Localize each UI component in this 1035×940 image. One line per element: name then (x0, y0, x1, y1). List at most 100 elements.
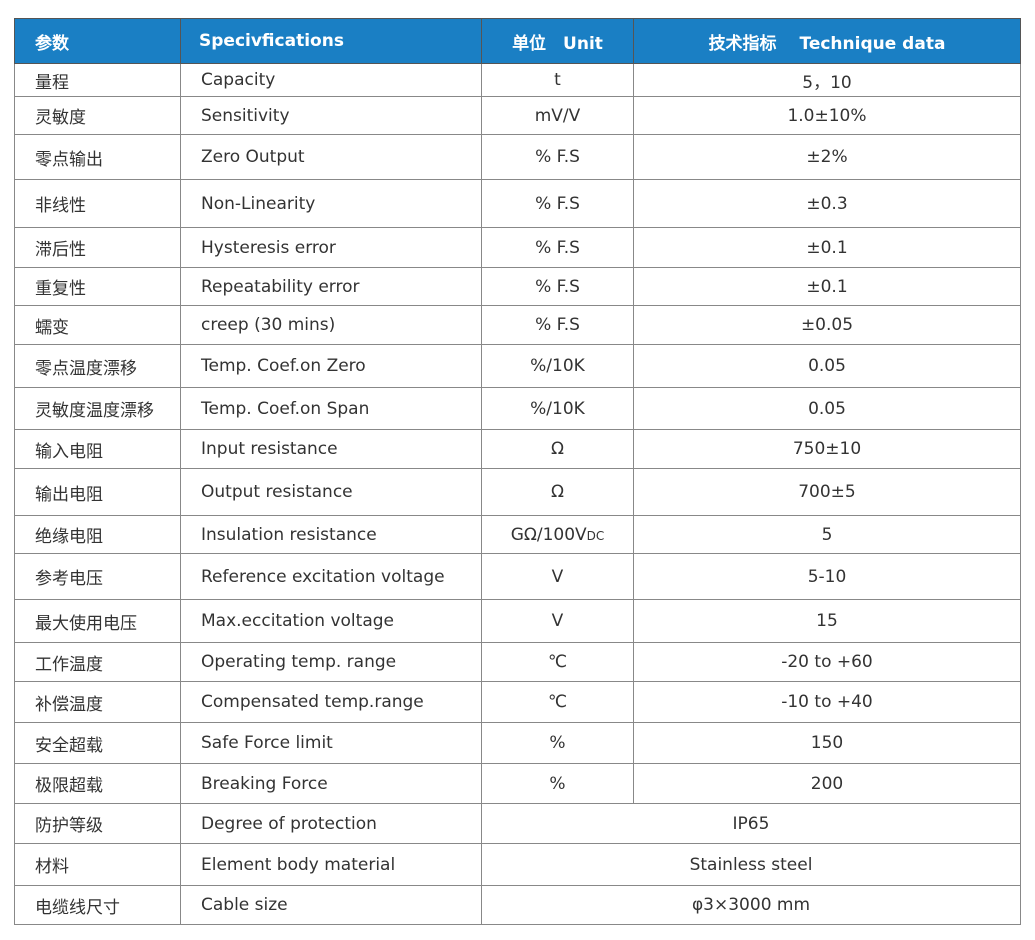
spec-en: Repeatability error (180, 267, 482, 306)
table-row: 材料 Element body material Stainless steel (14, 843, 1021, 886)
table-row: 非线性 Non-Linearity% F.S ±0.3 (14, 179, 1021, 228)
spec-unit: % F.S (481, 305, 634, 345)
param-cn: 灵敏度 (14, 96, 181, 135)
param-cn: 灵敏度温度漂移 (14, 387, 181, 430)
param-cn: 绝缘电阻 (14, 515, 181, 554)
spec-unit: % (481, 722, 634, 764)
spec-en: creep (30 mins) (180, 305, 482, 345)
header-unit: 单位 Unit (481, 18, 634, 64)
spec-value: -10 to +40 (633, 681, 1021, 723)
param-cn: 补偿温度 (14, 681, 181, 723)
param-cn: 防护等级 (14, 803, 181, 844)
spec-unit: ℃ (481, 681, 634, 723)
spec-unit: % F.S (481, 134, 634, 180)
table-row: 安全超载 Safe Force limit% 150 (14, 722, 1021, 764)
header-spec: Specivfications (180, 18, 482, 64)
spec-value: 200 (633, 763, 1021, 804)
spec-value: 15 (633, 599, 1021, 643)
spec-unit: Ω (481, 429, 634, 469)
spec-unit: V (481, 599, 634, 643)
spec-value: ±0.3 (633, 179, 1021, 228)
param-cn: 蠕变 (14, 305, 181, 345)
spec-unit: % F.S (481, 179, 634, 228)
spec-value: IP65 (481, 803, 1021, 844)
spec-unit: %/10K (481, 387, 634, 430)
table-row: 量程 Capacity t 5，10 (14, 63, 1021, 97)
table-row: 零点输出 Zero Output% F.S ±2% (14, 134, 1021, 180)
spec-en: Breaking Force (180, 763, 482, 804)
param-cn: 参考电压 (14, 553, 181, 600)
spec-value: 5 (633, 515, 1021, 554)
spec-unit: %/10K (481, 344, 634, 388)
spec-value: Stainless steel (481, 843, 1021, 886)
header-row: 参数 Specivfications 单位 Unit 技术指标 Techniqu… (14, 18, 1021, 64)
spec-en: Insulation resistance (180, 515, 482, 554)
spec-unit: ℃ (481, 642, 634, 682)
param-cn: 工作温度 (14, 642, 181, 682)
param-cn: 非线性 (14, 179, 181, 228)
spec-en: Temp. Coef.on Span (180, 387, 482, 430)
param-cn: 零点输出 (14, 134, 181, 180)
spec-en: Capacity (180, 63, 482, 97)
spec-en: Safe Force limit (180, 722, 482, 764)
spec-value: ±0.05 (633, 305, 1021, 345)
spec-en: Operating temp. range (180, 642, 482, 682)
param-cn: 输出电阻 (14, 468, 181, 516)
table-row: 最大使用电压 Max.eccitation voltage V 15 (14, 599, 1021, 643)
param-cn: 电缆线尺寸 (14, 885, 181, 925)
table-row: 补偿温度 Compensated temp.range ℃ -10 to +40 (14, 681, 1021, 723)
table-row: 蠕变 creep (30 mins)% F.S ±0.05 (14, 305, 1021, 345)
header-data: 技术指标 Technique data (633, 18, 1021, 64)
table-row: 极限超载 Breaking Force% 200 (14, 763, 1021, 804)
param-cn: 极限超载 (14, 763, 181, 804)
spec-en: Max.eccitation voltage (180, 599, 482, 643)
spec-value: -20 to +60 (633, 642, 1021, 682)
param-cn: 零点温度漂移 (14, 344, 181, 388)
table-row: 输出电阻 Output resistance Ω 700±5 (14, 468, 1021, 516)
spec-en: Hysteresis error (180, 227, 482, 268)
unit-text: GΩ/100V (510, 524, 587, 545)
table-row: 滞后性 Hysteresis error% F.S ±0.1 (14, 227, 1021, 268)
table-row: 防护等级 Degree of protection IP65 (14, 803, 1021, 844)
spec-unit: V (481, 553, 634, 600)
spec-unit: % F.S (481, 227, 634, 268)
spec-value: 5-10 (633, 553, 1021, 600)
spec-value: 0.05 (633, 344, 1021, 388)
spec-value: ±0.1 (633, 227, 1021, 268)
spec-unit: % (481, 763, 634, 804)
table-row: 重复性 Repeatability error% F.S ±0.1 (14, 267, 1021, 306)
spec-value: 0.05 (633, 387, 1021, 430)
spec-value: 5，10 (633, 63, 1021, 97)
spec-value: φ3×3000 mm (481, 885, 1021, 925)
spec-value: 700±5 (633, 468, 1021, 516)
spec-en: Zero Output (180, 134, 482, 180)
spec-unit: % F.S (481, 267, 634, 306)
spec-value: ±0.1 (633, 267, 1021, 306)
spec-unit: GΩ/100VDC (481, 515, 634, 554)
table-row: 参考电压 Reference excitation voltage V 5-10 (14, 553, 1021, 600)
param-cn: 重复性 (14, 267, 181, 306)
spec-en: Temp. Coef.on Zero (180, 344, 482, 388)
param-cn: 量程 (14, 63, 181, 97)
spec-en: Compensated temp.range (180, 681, 482, 723)
unit-subscript: DC (586, 528, 605, 543)
spec-en: Input resistance (180, 429, 482, 469)
spec-value: ±2% (633, 134, 1021, 180)
spec-en: Sensitivity (180, 96, 482, 135)
spec-en: Degree of protection (180, 803, 482, 844)
table-row: 灵敏度温度漂移 Temp. Coef.on Span %/10K 0.05 (14, 387, 1021, 430)
spec-en: Reference excitation voltage (180, 553, 482, 600)
spec-en: Cable size (180, 885, 482, 925)
spec-value: 1.0±10% (633, 96, 1021, 135)
spec-value: 150 (633, 722, 1021, 764)
table-row: 电缆线尺寸 Cable size φ3×3000 mm (14, 885, 1021, 925)
table-row: 工作温度 Operating temp. range ℃ -20 to +60 (14, 642, 1021, 682)
spec-en: Output resistance (180, 468, 482, 516)
table-row: 灵敏度 Sensitivity mV/V 1.0±10% (14, 96, 1021, 135)
param-cn: 最大使用电压 (14, 599, 181, 643)
spec-unit: t (481, 63, 634, 97)
spec-unit: Ω (481, 468, 634, 516)
spec-unit: mV/V (481, 96, 634, 135)
spec-table: 参数 Specivfications 单位 Unit 技术指标 Techniqu… (14, 18, 1021, 925)
spec-en: Non-Linearity (180, 179, 482, 228)
